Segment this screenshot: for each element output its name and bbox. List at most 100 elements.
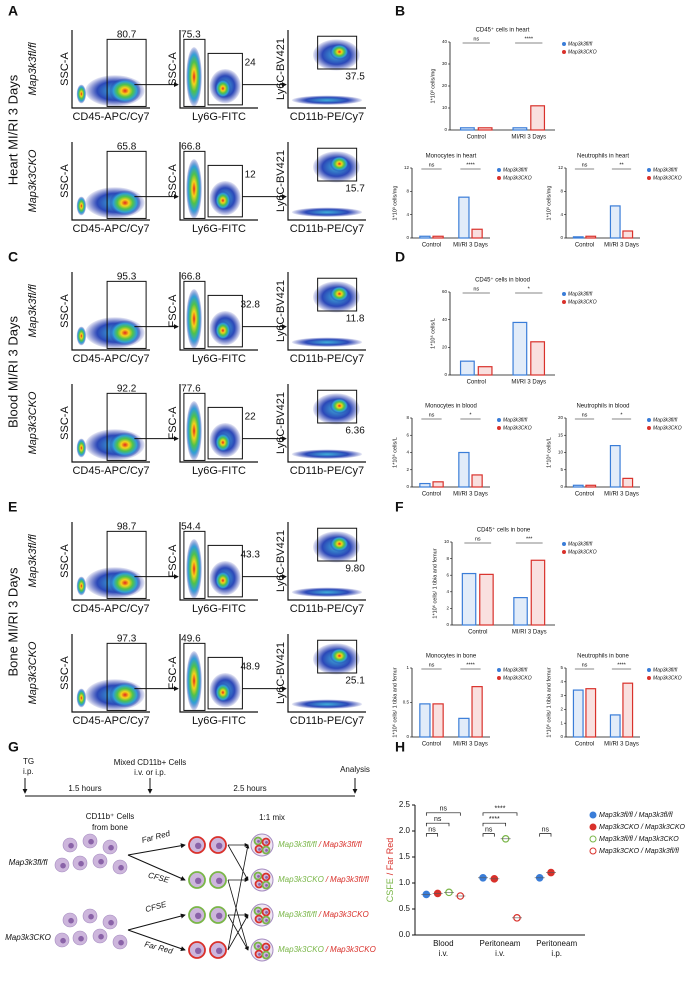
gate [207, 406, 243, 460]
legend-marker [647, 676, 651, 680]
bar [458, 451, 470, 488]
y-axis-label: SSC-A [59, 294, 71, 328]
plot-axes [179, 142, 258, 221]
significance-label: ns [582, 162, 588, 168]
y-axis-label: SSC-A [167, 52, 179, 86]
x-tick-label: Control [468, 630, 487, 636]
y-tick-label: 0 [560, 484, 563, 489]
gate [183, 530, 206, 599]
x-axis-label: CD11b-PE/Cy7 [290, 353, 364, 365]
x-tick-label: MI/RI 3 Days [453, 243, 488, 249]
y-tick-label: 4 [560, 679, 563, 684]
y-tick-label: 20 [442, 83, 448, 88]
panel-letter: G [8, 739, 19, 755]
y-axis-label: FSC-A [167, 544, 179, 578]
y-tick-label: 1.5 [399, 852, 411, 861]
y-tick-label: 0 [444, 372, 447, 377]
legend-label: Map3k3CKO / Map3k3fl/fl [599, 848, 679, 855]
gate [106, 392, 147, 461]
gate-value: 37.5 [345, 71, 365, 82]
gate [106, 280, 147, 349]
genotype-label: Map3k3fl/fl [27, 284, 39, 338]
x-tick-label: Blood [433, 939, 453, 948]
gate [207, 544, 243, 598]
density [291, 95, 363, 105]
y-axis-label: Ly6C-BV421 [275, 280, 287, 342]
significance-label: * [528, 286, 531, 292]
bar [585, 688, 597, 738]
y-axis-label: 1*10⁶ cells/ 1 tibia and femur [545, 667, 552, 737]
bar [477, 366, 493, 376]
plot-axes [71, 522, 150, 601]
bar [461, 572, 477, 626]
y-tick-label: 0 [406, 734, 409, 739]
significance-bracket [425, 822, 450, 827]
x-axis-label: Ly6G-FITC [192, 715, 246, 727]
legend-marker [562, 300, 566, 304]
nucleus [265, 945, 268, 949]
legend-marker [589, 835, 597, 843]
y-tick-label: 40 [442, 39, 448, 44]
y-axis-label: Ly6C-BV421 [275, 642, 287, 704]
legend-marker [589, 847, 597, 855]
significance-bracket [425, 833, 439, 837]
legend-label: Map3k3CKO [503, 425, 532, 431]
x-tick-label: MI/RI 3 Days [511, 380, 546, 386]
genotype-label: Map3k3CKO [27, 641, 39, 704]
panel-letter: E [8, 499, 17, 515]
y-tick-label: 0 [560, 734, 563, 739]
x-tick-label: MI/RI 3 Days [512, 630, 547, 636]
y-tick-label: 0 [406, 235, 409, 240]
plot-axes [287, 272, 366, 351]
nucleus [68, 917, 74, 924]
x-axis-label: Ly6G-FITC [192, 465, 246, 477]
bar [459, 360, 475, 376]
axes [565, 168, 640, 239]
legend-label: Map3k3fl/fl [568, 291, 593, 297]
y-tick-label: 12 [558, 165, 564, 170]
significance-label: **** [466, 162, 475, 168]
bar [471, 686, 483, 738]
gate-value: 77.6 [181, 384, 201, 395]
significance-label: ns [473, 36, 479, 42]
nucleus [265, 848, 268, 852]
x-tick-label: i.v. [495, 949, 505, 958]
density [76, 196, 87, 216]
nucleus [195, 912, 202, 919]
plot-axes [179, 522, 258, 601]
gate-value: 6.36 [345, 425, 365, 436]
x-axis-label: Ly6G-FITC [192, 111, 246, 123]
bar [458, 717, 470, 738]
y-axis-label: 1*10³ cells/mg [546, 186, 552, 221]
gate-value: 32.8 [240, 299, 260, 310]
nucleus [78, 935, 84, 942]
stain-arrow [127, 843, 186, 856]
density [330, 286, 349, 302]
bar [432, 703, 444, 738]
chart-title: CD45⁺ cells in heart [476, 27, 530, 34]
legend-marker [497, 176, 501, 180]
significance-label: ns [475, 536, 481, 542]
density [330, 648, 349, 664]
legend-marker [497, 668, 501, 672]
y-tick-label: 8 [446, 556, 449, 561]
chart-title: Monocytes in bone [426, 654, 477, 660]
plot-axes [287, 634, 366, 713]
y-tick-label: 0.0 [399, 930, 411, 939]
mix-label-part: / [325, 875, 329, 884]
density [291, 699, 363, 709]
density [215, 191, 231, 210]
significance-label: ** [619, 162, 624, 168]
y-tick-label: 5 [560, 665, 563, 670]
nucleus [216, 947, 223, 954]
bar [477, 127, 493, 131]
chart-title: CD45⁺ cells in bone [477, 527, 531, 534]
legend-label: Map3k3CKO / Map3k3CKO [599, 824, 686, 831]
significance-label: ns [473, 286, 479, 292]
y-tick-label: 4 [406, 450, 409, 455]
genotype-label: Map3k3CKO [5, 933, 51, 942]
plot-axes [287, 522, 366, 601]
nucleus [88, 913, 94, 920]
plot-axes [71, 30, 150, 109]
